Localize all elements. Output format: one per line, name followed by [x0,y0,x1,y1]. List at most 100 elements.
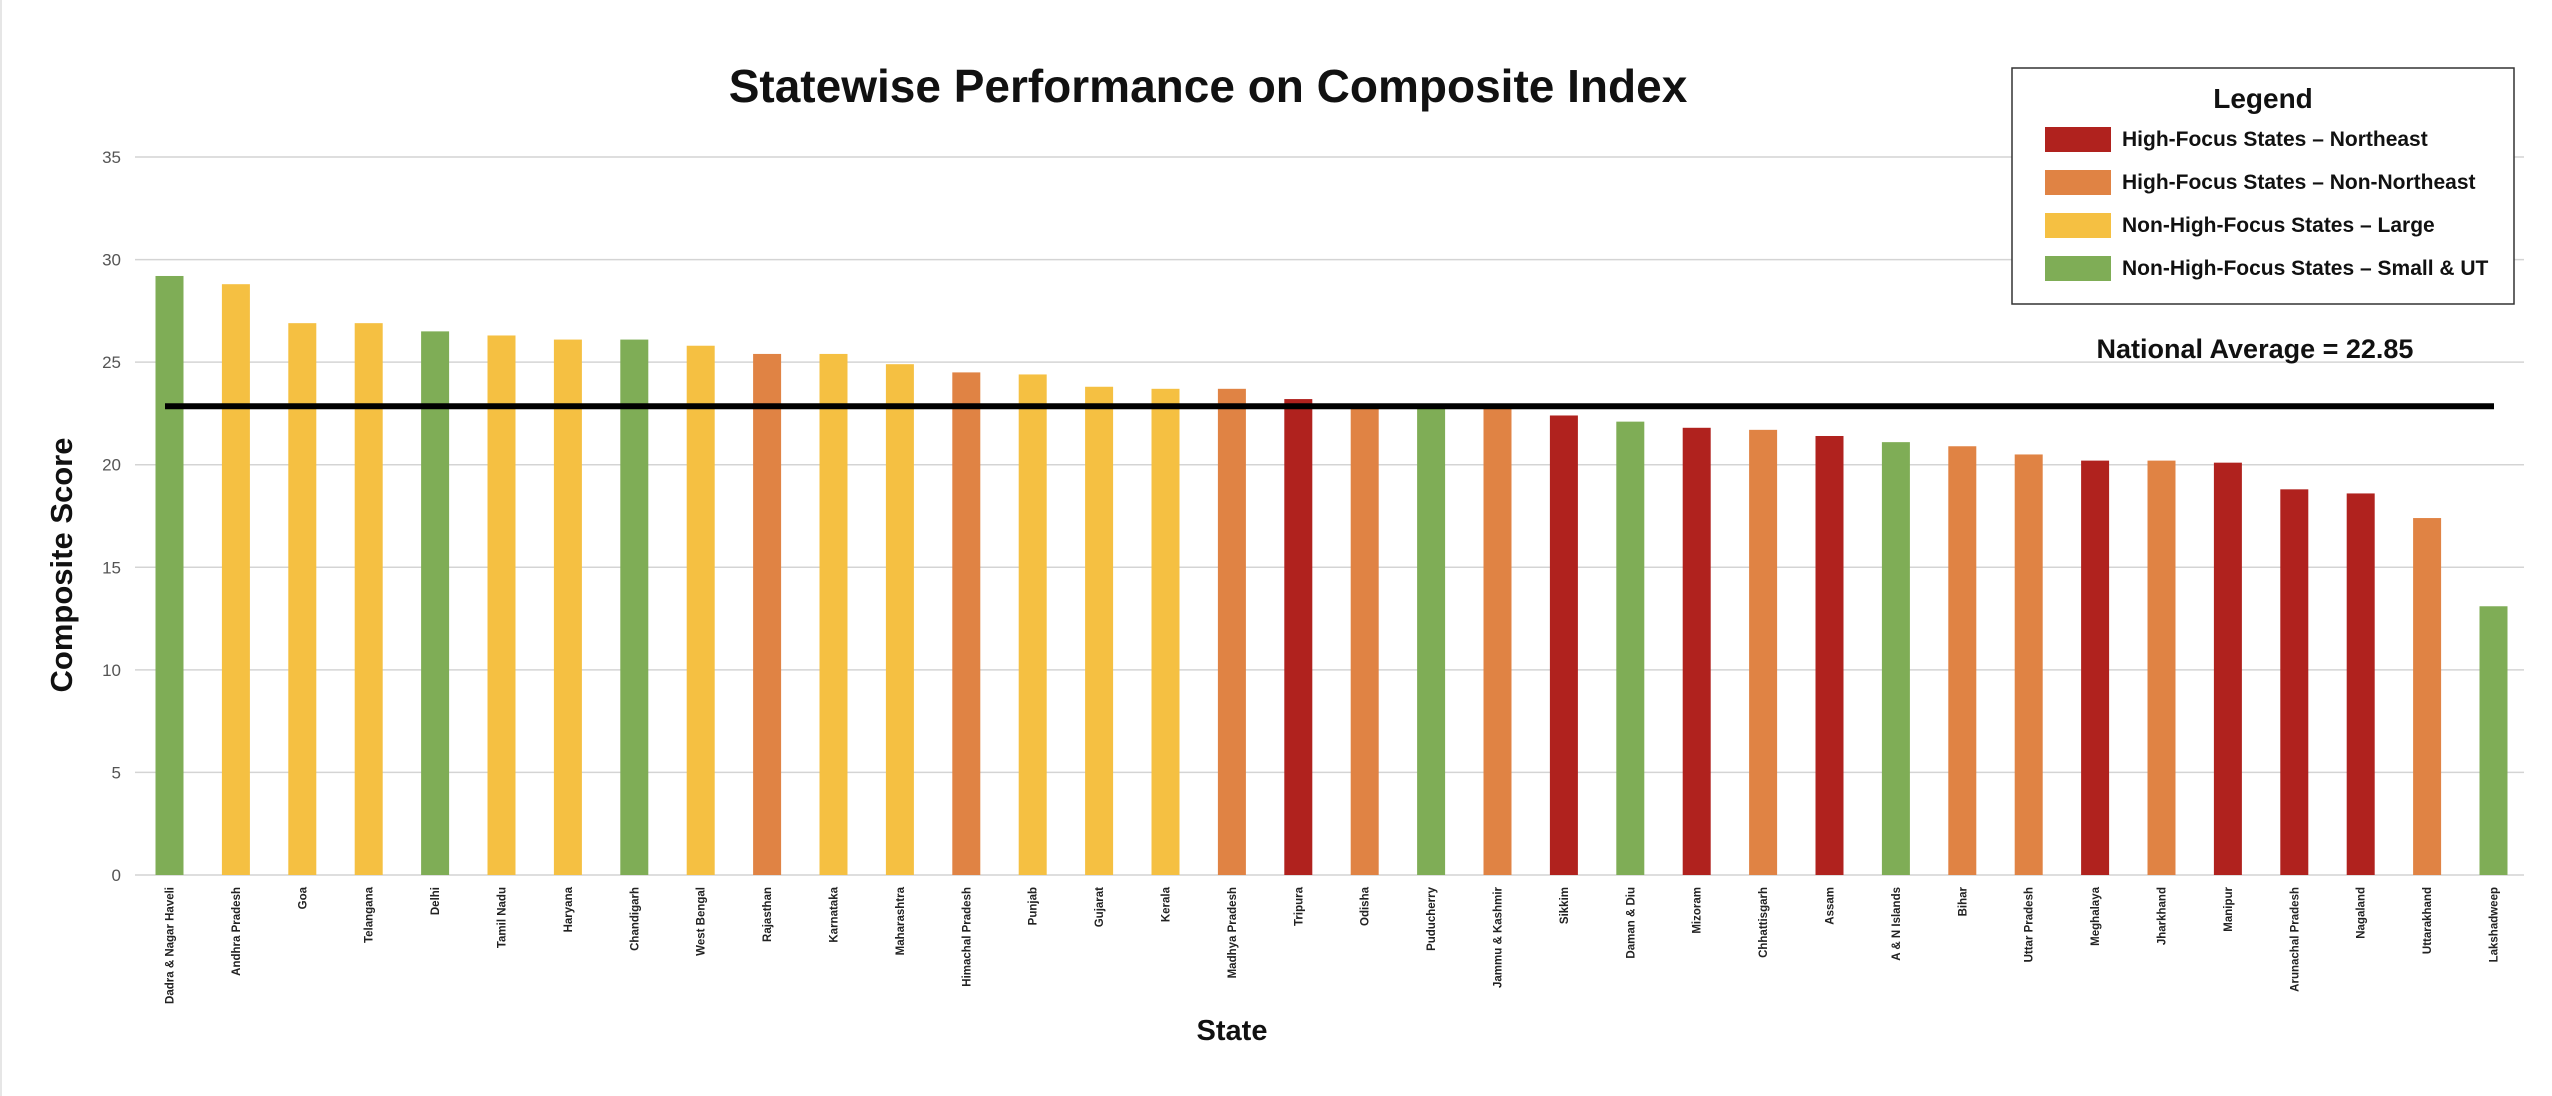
bar [1549,415,1578,875]
bar [1881,442,1910,875]
x-tick-label: Odisha [1360,886,1372,926]
x-axis-label: State [1197,1015,1268,1047]
x-tick-label: Jharkhand [2157,887,2169,945]
x-axis-tick-labels: Dadra & Nagar Haveli Andhra Pradesh Goa Tel… [165,886,2501,1004]
bar [2280,489,2309,875]
bar [686,345,715,875]
x-tick-label: Goa [297,886,309,909]
x-tick-label: Himachal Pradesh [961,887,973,987]
bar [1815,435,1844,875]
bar [354,323,383,875]
x-tick-label: Jammu & Kashmir [1493,886,1505,988]
bar [2213,462,2242,875]
y-tick-label: 15 [102,558,121,577]
x-tick-label: Madhya Pradesh [1227,887,1239,978]
y-tick-label: 0 [112,866,121,885]
x-tick-label: Andhra Pradesh [231,887,243,976]
bar [155,275,184,875]
national-average-label: National Average = 22.85 [2097,334,2414,364]
x-tick-label: Assam [1825,887,1837,925]
bar [2014,454,2043,875]
bar [1483,407,1512,875]
x-tick-label: Nagaland [2356,887,2368,939]
bar [1948,446,1977,875]
x-tick-label: Meghalaya [2090,886,2102,945]
bars [155,275,2508,876]
x-tick-label: Delhi [430,887,442,915]
x-tick-label: Lakshadweep [2489,887,2501,962]
x-tick-label: Rajasthan [762,887,774,942]
legend-item-label: High-Focus States – Non-Northeast [2122,171,2476,194]
chart-title: Statewise Performance on Composite Index [729,60,1688,112]
x-tick-label: Telangana [364,886,376,943]
legend-swatch [2045,127,2111,152]
y-tick-label: 5 [112,763,121,782]
y-tick-label: 35 [102,148,121,167]
bar [1284,399,1313,875]
bar [1018,374,1047,875]
bar [620,339,649,875]
bar [421,331,450,875]
x-tick-label: Chandigarh [629,887,641,951]
bar [221,284,250,875]
left-frame-edge [0,0,2,1096]
legend-swatch [2045,213,2111,238]
bar [2479,606,2508,875]
x-tick-label: Tripura [1293,886,1305,926]
bar [1616,421,1645,875]
bar [1217,388,1246,875]
x-tick-label: Sikkim [1559,887,1571,924]
y-tick-label: 30 [102,251,121,270]
x-tick-label: Arunachal Pradesh [2289,887,2301,992]
legend-title: Legend [2213,83,2313,114]
bar [1350,405,1379,875]
bar [1085,386,1114,875]
bar [819,353,848,875]
x-tick-label: Uttar Pradesh [2024,887,2036,962]
x-tick-label: Bihar [1957,886,1969,916]
x-tick-label: Dadra & Nagar Haveli [165,887,177,1004]
bar [288,323,317,875]
x-tick-label: Gujarat [1094,887,1106,927]
x-tick-label: Daman & Diu [1625,887,1637,959]
bar [487,335,516,876]
y-tick-label: 25 [102,353,121,372]
bar [2346,493,2375,875]
x-tick-label: West Bengal [696,887,708,956]
y-axis-ticks: 0 5 10 15 20 25 30 35 [102,148,121,885]
x-tick-label: A & N Islands [1891,887,1903,961]
x-tick-label: Punjab [1028,887,1040,925]
gridlines [135,156,2524,876]
legend: Legend High-Focus States – NortheastHigh… [2011,67,2515,305]
bar [2413,518,2442,875]
x-tick-label: Chhattisgarh [1758,887,1770,958]
bar [2081,460,2110,875]
bar [1682,427,1711,875]
bar [553,339,582,875]
x-tick-label: Haryana [563,886,575,932]
legend-swatch [2045,256,2111,281]
bar [952,372,981,875]
x-tick-label: Karnataka [829,886,841,942]
y-tick-label: 20 [102,456,121,475]
bar [2147,460,2176,875]
bar [885,364,914,875]
legend-item-label: Non-High-Focus States – Large [2122,214,2435,237]
x-tick-label: Manipur [2223,886,2235,931]
bar [1749,429,1778,875]
x-tick-label: Kerala [1161,886,1173,922]
bar [1417,405,1446,875]
legend-swatch [2045,170,2111,195]
y-axis-label: Composite Score [44,438,79,693]
x-tick-label: Uttarakhand [2422,887,2434,954]
x-tick-label: Maharashtra [895,886,907,955]
legend-items: High-Focus States – Northeast High-Focus … [2045,127,2489,281]
legend-item-label: Non-High-Focus States – Small & UT [2122,257,2489,280]
x-tick-label: Puducherry [1426,886,1438,951]
x-tick-label: Tamil Nadu [497,887,509,948]
bar [1151,388,1180,875]
legend-item-label: High-Focus States – Northeast [2122,128,2428,151]
x-tick-label: Mizoram [1692,887,1704,934]
y-tick-label: 10 [102,661,121,680]
